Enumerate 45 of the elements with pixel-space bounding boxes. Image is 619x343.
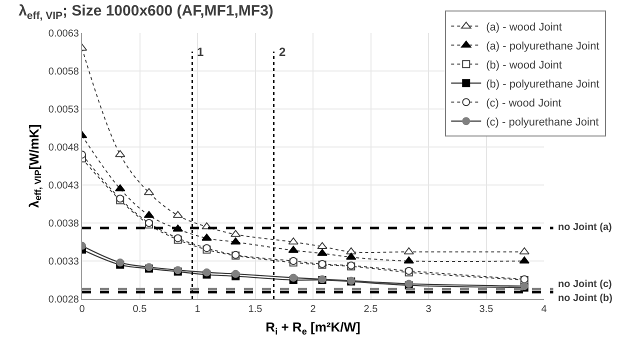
point (317, 248, 328, 256)
legend-label: (b) - wood Joint (486, 59, 562, 72)
point (519, 247, 530, 254)
point (202, 268, 211, 276)
ref-line-label: 2 (279, 45, 286, 59)
x-tick-label: 3.5 (479, 304, 494, 315)
ref-line-label: no Joint (a) (558, 222, 612, 233)
x-tick-label: 3 (426, 304, 432, 315)
legend-label: (a) - wood Joint (486, 21, 562, 34)
y-tick-label: 0.0053 (48, 104, 80, 116)
y-tick-label: 0.0038 (48, 218, 80, 230)
x-tick-label: 2.5 (364, 304, 378, 315)
point (346, 247, 356, 254)
legend-label: (b) - polyurethane Joint (486, 78, 600, 90)
x-tick-label: 0 (79, 304, 86, 315)
y-tick-label: 0.0058 (48, 66, 80, 78)
chart-title: λ$_{eff, VIP}$; Size 1000x600 (AF,MF1,MF3) (18, 2, 274, 22)
point (202, 234, 212, 241)
point (346, 252, 356, 260)
y-tick-label: 0.0043 (48, 180, 80, 192)
legend-label: (c) - polyurethane Joint (486, 116, 599, 128)
y-tick-label: 0.0033 (48, 256, 80, 268)
x-tick-label: 0.5 (132, 304, 148, 315)
x-tick-label: 2 (310, 304, 316, 315)
x-tick-label: 4 (541, 304, 548, 315)
point (172, 210, 183, 218)
point (115, 184, 126, 192)
point (232, 270, 240, 278)
point (288, 246, 298, 253)
ref-line-label: no Joint (c) (558, 279, 612, 290)
ref-line-label: 1 (197, 45, 204, 59)
point (404, 247, 414, 254)
point (317, 242, 328, 250)
point (115, 150, 126, 158)
y-tick-label: 0.0063 (48, 28, 80, 40)
legend-label: (c) - wood Joint (486, 97, 562, 110)
y-tick-label: 0.0028 (48, 294, 80, 306)
point (289, 274, 298, 282)
y-tick-label: 0.0048 (48, 142, 80, 154)
legend-label: (a) - polyurethane Joint (486, 40, 600, 52)
x-axis-title: R$_{i}$ + R$_{e}$ [m²K/W] (266, 320, 360, 336)
x-tick-label: 1.5 (248, 304, 263, 315)
ref-line-label: no Joint (b) (558, 293, 612, 304)
point (230, 230, 241, 237)
x-tick-label: 1 (194, 304, 201, 315)
